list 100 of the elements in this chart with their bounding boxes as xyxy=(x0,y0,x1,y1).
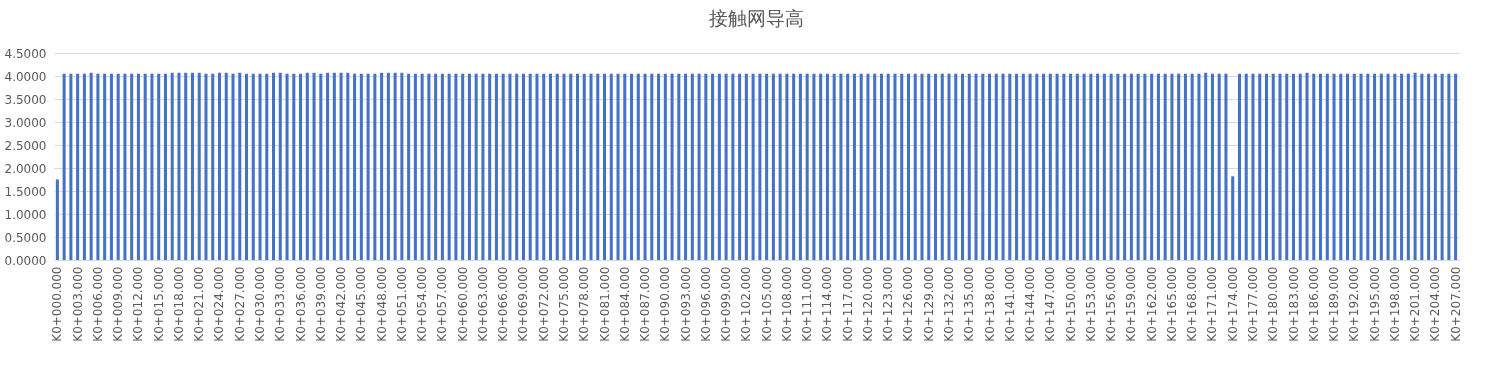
y-tick-label: 0.0000 xyxy=(4,253,47,268)
bar xyxy=(893,73,897,260)
x-tick-label: K0+072.000 xyxy=(536,266,551,342)
bar xyxy=(1264,73,1269,260)
x-tick-label: K0+069.000 xyxy=(516,266,531,342)
bar xyxy=(920,73,924,260)
bar xyxy=(1021,73,1025,260)
y-tick-label: 1.0000 xyxy=(4,207,47,222)
x-tick-label: K0+177.000 xyxy=(1245,266,1260,342)
bar xyxy=(771,73,775,260)
bar xyxy=(1224,73,1228,260)
bar xyxy=(859,73,863,260)
bar xyxy=(494,73,498,260)
bar xyxy=(184,72,188,260)
bar xyxy=(677,73,681,260)
x-tick-label: K0+039.000 xyxy=(313,266,328,342)
x-tick-label: K0+189.000 xyxy=(1327,266,1342,342)
x-tick-label: K0+180.000 xyxy=(1266,266,1281,342)
bar xyxy=(603,73,607,260)
bar xyxy=(616,73,620,260)
bar xyxy=(332,72,336,260)
bar xyxy=(1143,73,1147,260)
bar xyxy=(555,73,559,260)
bar xyxy=(204,73,208,260)
x-tick-label: K0+108.000 xyxy=(779,266,794,342)
x-tick-label: K0+105.000 xyxy=(759,266,774,342)
x-tick-label: K0+144.000 xyxy=(1023,266,1038,342)
bar xyxy=(535,73,539,260)
bar xyxy=(82,73,86,260)
bar xyxy=(1109,73,1113,260)
x-tick-label: K0+171.000 xyxy=(1205,266,1220,342)
bar xyxy=(792,73,796,260)
bar xyxy=(1075,73,1079,260)
bar xyxy=(940,73,944,260)
x-tick-label: K0+003.000 xyxy=(70,266,85,342)
bar xyxy=(1278,73,1282,260)
x-tick-label: K0+093.000 xyxy=(678,266,693,342)
bar xyxy=(1096,73,1100,260)
bar xyxy=(913,73,917,260)
bar xyxy=(1433,73,1437,260)
x-tick-label: K0+129.000 xyxy=(921,266,936,342)
bar xyxy=(1001,73,1005,260)
x-tick-label: K0+099.000 xyxy=(719,266,734,342)
x-tick-label: K0+132.000 xyxy=(942,266,957,342)
y-tick-label: 0.5000 xyxy=(4,230,47,245)
bar xyxy=(150,73,154,260)
bar xyxy=(994,73,998,260)
bar xyxy=(440,73,444,260)
bar xyxy=(1015,73,1019,260)
bar xyxy=(1244,73,1248,260)
y-tick-label: 4.5000 xyxy=(4,46,47,61)
bar xyxy=(190,72,194,260)
x-tick-label: K0+201.000 xyxy=(1408,266,1423,342)
bar xyxy=(1102,73,1106,260)
bar xyxy=(528,73,532,260)
y-tick-label: 2.0000 xyxy=(4,161,47,176)
x-tick-label: K0+135.000 xyxy=(962,266,977,342)
bar xyxy=(1163,73,1167,260)
bar xyxy=(312,72,316,260)
bar xyxy=(643,73,647,260)
bar xyxy=(244,73,249,260)
bar xyxy=(967,73,971,260)
bar xyxy=(1332,73,1336,260)
bar xyxy=(717,73,721,260)
x-tick-label: K0+204.000 xyxy=(1428,266,1443,342)
bar xyxy=(650,73,654,260)
bar xyxy=(123,73,127,260)
bar xyxy=(1035,73,1039,260)
bar xyxy=(76,73,80,260)
bar xyxy=(346,72,350,260)
bar xyxy=(663,73,667,260)
bar xyxy=(96,73,100,260)
bar xyxy=(1386,73,1390,260)
bar xyxy=(961,73,965,260)
bar xyxy=(596,73,600,260)
x-tick-label: K0+111.000 xyxy=(800,266,815,342)
bar xyxy=(765,73,769,260)
bar xyxy=(285,73,289,260)
x-tick-label: K0+117.000 xyxy=(840,266,855,342)
bar xyxy=(488,73,492,260)
bar xyxy=(798,73,802,260)
bar xyxy=(657,73,661,260)
bar xyxy=(103,73,107,260)
bar xyxy=(569,73,573,260)
bar xyxy=(927,73,931,260)
bar xyxy=(1359,73,1363,260)
bar xyxy=(278,72,282,260)
bar xyxy=(407,73,411,260)
bar xyxy=(724,73,728,260)
bar xyxy=(461,73,465,260)
bar xyxy=(474,73,478,260)
bar xyxy=(359,73,363,260)
bar xyxy=(508,73,512,260)
x-tick-label: K0+102.000 xyxy=(739,266,754,342)
bar xyxy=(819,73,823,260)
bar xyxy=(744,73,748,260)
bar xyxy=(704,73,708,260)
bar xyxy=(238,72,242,260)
bar xyxy=(420,73,424,260)
bar xyxy=(548,73,552,260)
